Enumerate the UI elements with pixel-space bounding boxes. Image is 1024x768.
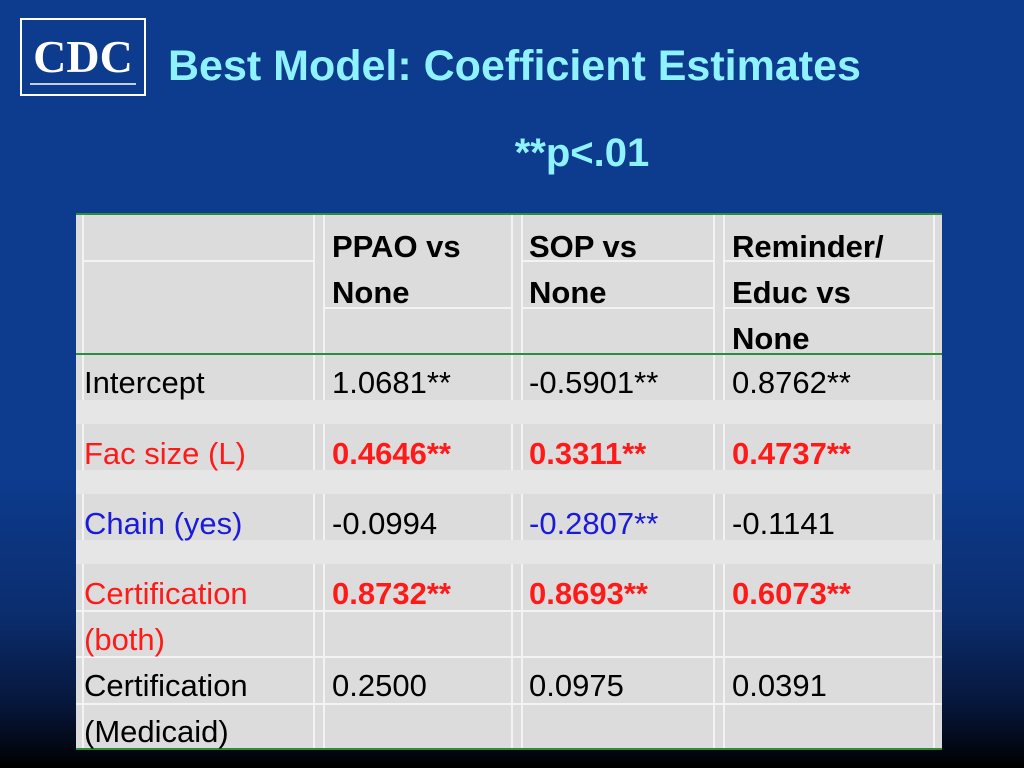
cdc-logo: CDC — [20, 18, 146, 96]
cell-intercept-sop: -0.5901** — [529, 365, 659, 400]
cell-chain-sop: -0.2807** — [529, 506, 659, 541]
cell-intercept-reminder: 0.8762** — [732, 365, 851, 400]
row-label-certification-medicaid: Certification (Medicaid) — [84, 668, 248, 749]
coefficient-table: PPAO vs None SOP vs None Reminder/ Educ … — [76, 213, 942, 750]
cdc-logo-mark: CDC — [30, 31, 136, 85]
column-header-ppao: PPAO vs None — [332, 229, 461, 310]
row-label-chain: Chain (yes) — [84, 506, 243, 541]
page-title: Best Model: Coefficient Estimates — [168, 42, 861, 90]
row-label-certification-both: Certification (both) — [84, 576, 248, 657]
cdc-logo-text: CDC — [33, 31, 133, 82]
cell-cert-both-sop: 0.8693** — [529, 576, 648, 611]
cell-chain-reminder: -0.1141 — [732, 506, 835, 541]
significance-note: **p<.01 — [514, 131, 650, 175]
cell-fac-size-reminder: 0.4737** — [732, 436, 851, 471]
cell-cert-medicaid-reminder: 0.0391 — [732, 668, 827, 703]
cell-cert-both-reminder: 0.6073** — [732, 576, 851, 611]
cell-intercept-ppao: 1.0681** — [332, 365, 451, 400]
row-label-intercept: Intercept — [84, 365, 205, 400]
cell-fac-size-sop: 0.3311** — [529, 436, 647, 471]
row-label-fac-size: Fac size (L) — [84, 436, 246, 471]
column-header-sop: SOP vs None — [529, 229, 638, 310]
cell-cert-both-ppao: 0.8732** — [332, 576, 451, 611]
cell-cert-medicaid-ppao: 0.2500 — [332, 668, 427, 703]
column-header-reminder: Reminder/ Educ vs None — [732, 229, 884, 356]
cell-cert-medicaid-sop: 0.0975 — [529, 668, 624, 703]
cell-chain-ppao: -0.0994 — [332, 506, 438, 541]
cell-fac-size-ppao: 0.4646** — [332, 436, 451, 471]
